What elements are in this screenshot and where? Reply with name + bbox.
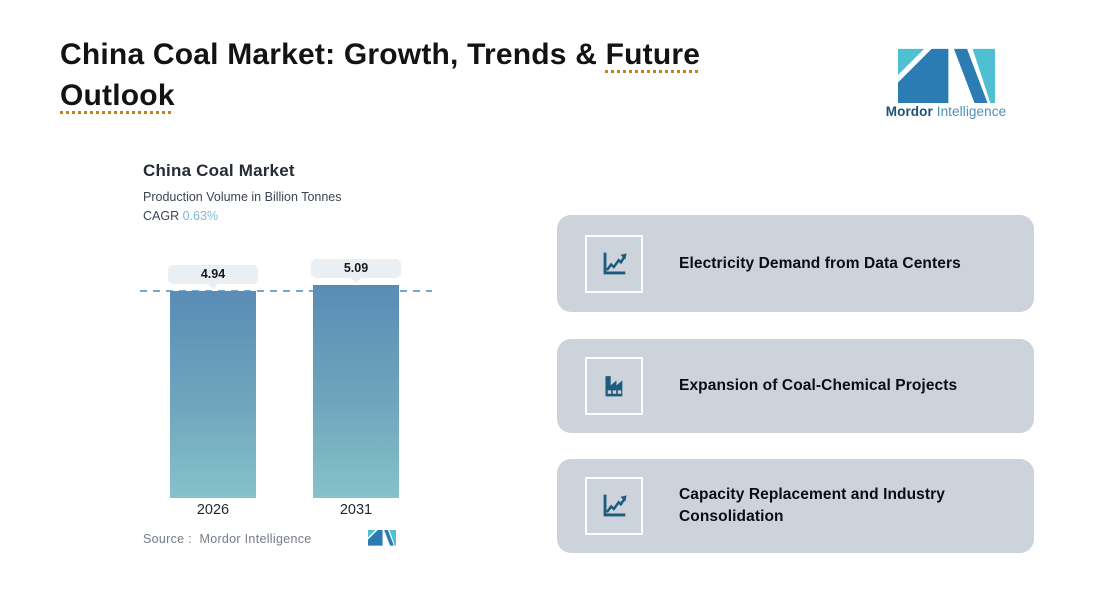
title-underlined-outlook: Outlook [60,79,175,112]
card-capacity-replacement: Capacity Replacement and Industry Consol… [557,459,1034,553]
axis-label-2026: 2026 [196,502,230,518]
logo-wordmark: Mordor Intelligence [885,104,1007,119]
card-label: Capacity Replacement and Industry Consol… [679,486,946,525]
source-mordor-m-icon [368,529,396,546]
icon-box [585,234,643,293]
chart-subtitle: Production Volume in Billion Tonnes [143,190,342,204]
card-coal-chemical: Expansion of Coal-Chemical Projects [557,339,1034,433]
logo-word-mordor: Mordor [885,104,933,119]
bar-2031: 5.09 2031 [311,259,401,518]
factory-icon [605,376,623,397]
chart-title: China Coal Market [143,161,295,180]
title-text: China Coal Market: Growth, Trends & [60,38,606,71]
line-chart-icon [603,252,627,274]
card-label: Electricity Demand from Data Centers [679,254,961,272]
icon-box [585,357,643,415]
icon-box [585,477,643,535]
reference-dashed-line [140,290,432,292]
page-title: China Coal Market: Growth, Trends & Futu… [60,34,800,116]
value-label-2026: 4.94 [168,265,258,289]
chart-header: China Coal Market Production Volume in B… [143,161,342,223]
card-electricity-demand: Electricity Demand from Data Centers [557,215,1034,312]
source-label: Source : Mordor Intelligence [143,532,312,546]
logo-word-intelligence: Intelligence [936,104,1007,119]
axis-label-2031: 2031 [339,502,373,518]
cagr-value: 0.63% [182,209,219,223]
value-label-2031: 5.09 [311,259,401,283]
card-label: Expansion of Coal-Chemical Projects [679,377,958,394]
chart-cagr: CAGR 0.63% [143,209,342,223]
cagr-label: CAGR [143,209,180,223]
bar-2026: 4.94 2026 [168,265,258,518]
line-chart-icon [603,494,627,517]
title-underlined-future: Future [605,38,701,71]
trend-cards: Electricity Demand from Data Centers Exp… [557,215,1034,553]
mordor-intelligence-m-icon [897,48,995,103]
mordor-intelligence-logo: Mordor Intelligence [885,47,1007,119]
